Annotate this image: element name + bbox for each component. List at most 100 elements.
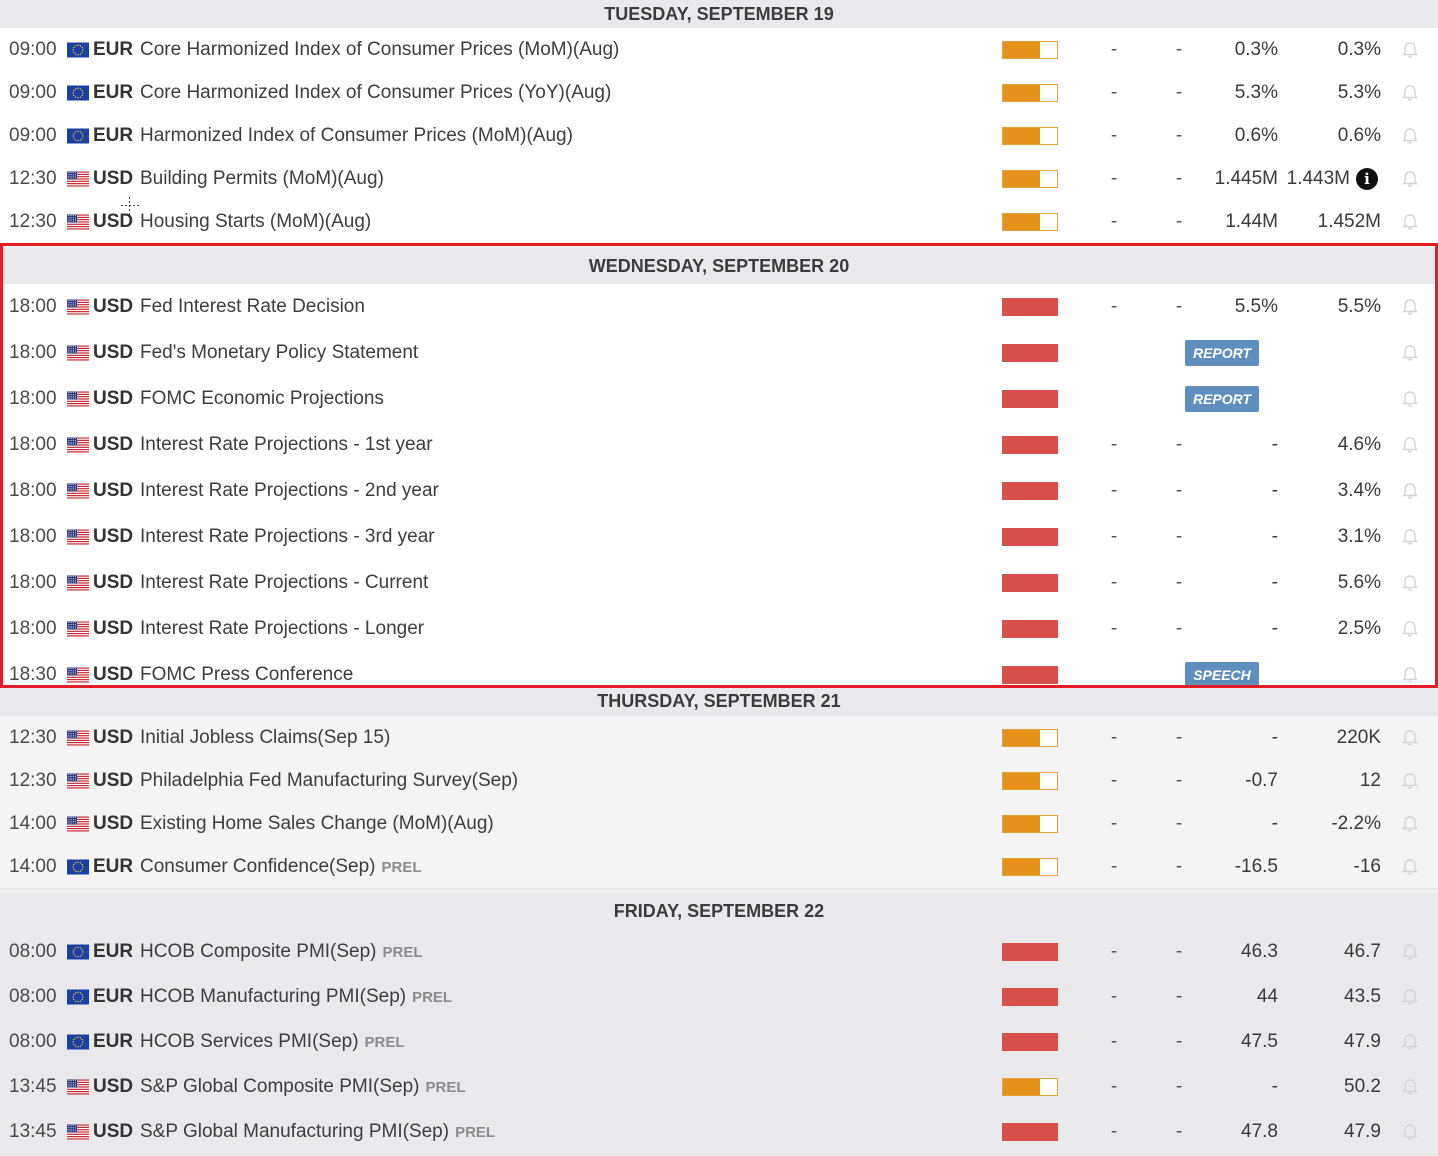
bell-icon[interactable] [1400, 942, 1420, 962]
event-row[interactable]: 14:00 EUR Consumer Confidence(Sep) PREL - - -1… [0, 845, 1438, 889]
event-name-cell[interactable]: Building Permits (MoM)(Aug) [140, 168, 384, 190]
event-row[interactable]: 12:30 USD Building Permits (MoM)(Aug) - - 1.4… [0, 157, 1438, 201]
event-name[interactable]: Housing Starts (MoM)(Aug) [140, 210, 372, 232]
event-time: 18:00 [9, 618, 57, 639]
bell-icon[interactable] [1400, 343, 1420, 363]
bell-icon[interactable] [1400, 527, 1420, 547]
event-name[interactable]: Initial Jobless Claims(Sep 15) [140, 726, 391, 748]
event-name[interactable]: Fed's Monetary Policy Statement [140, 342, 419, 363]
event-name-cell[interactable]: Fed's Monetary Policy Statement [140, 342, 418, 364]
event-row[interactable]: 12:30 USD Initial Jobless Claims(Sep 15) - -… [0, 716, 1438, 760]
event-name-cell[interactable]: Interest Rate Projections - Current [140, 572, 428, 594]
bell-icon[interactable] [1400, 619, 1420, 639]
event-name[interactable]: Existing Home Sales Change (MoM)(Aug) [140, 812, 494, 834]
event-name[interactable]: Interest Rate Projections - 2nd year [140, 480, 439, 501]
event-name-cell[interactable]: S&P Global Manufacturing PMI(Sep) PREL [140, 1121, 495, 1143]
event-name[interactable]: FOMC Press Conference [140, 664, 354, 685]
bell-icon[interactable] [1400, 169, 1420, 189]
event-row[interactable]: 18:00 USD Interest Rate Projections - 3rd … [0, 514, 1438, 561]
consensus-value: 5.3% [1234, 81, 1278, 103]
bell-icon[interactable] [1400, 814, 1420, 834]
event-name-cell[interactable]: Existing Home Sales Change (MoM)(Aug) [140, 813, 494, 835]
event-name[interactable]: Core Harmonized Index of Consumer Prices… [140, 38, 620, 60]
bell-icon[interactable] [1400, 987, 1420, 1007]
event-name[interactable]: HCOB Services PMI(Sep) [140, 1030, 359, 1052]
event-name[interactable]: Harmonized Index of Consumer Prices (MoM… [140, 124, 573, 146]
event-row[interactable]: 08:00 EUR HCOB Manufacturing PMI(Sep) PREL -… [0, 974, 1438, 1020]
event-name-cell[interactable]: FOMC Press Conference [140, 664, 353, 686]
event-name[interactable]: Consumer Confidence(Sep) [140, 855, 376, 877]
event-name-cell[interactable]: Consumer Confidence(Sep) PREL [140, 856, 422, 878]
event-row[interactable]: 09:00 EUR Core Harmonized Index of Consume… [0, 28, 1438, 72]
event-name-cell[interactable]: Core Harmonized Index of Consumer Prices… [140, 39, 619, 61]
event-name-cell[interactable]: Interest Rate Projections - 3rd year [140, 526, 435, 548]
event-name[interactable]: Interest Rate Projections - 3rd year [140, 526, 435, 547]
prel-tag: PREL [364, 1033, 405, 1051]
event-name-cell[interactable]: HCOB Composite PMI(Sep) PREL [140, 941, 423, 963]
bell-icon[interactable] [1400, 665, 1420, 685]
bell-icon[interactable] [1400, 40, 1420, 60]
event-name-cell[interactable]: Philadelphia Fed Manufacturing Survey(Se… [140, 770, 518, 792]
event-name-cell[interactable]: Interest Rate Projections - 2nd year [140, 480, 439, 502]
event-name-cell[interactable]: Interest Rate Projections - Longer [140, 618, 424, 640]
speech-badge-button[interactable]: SPEECH [1185, 662, 1259, 688]
event-row[interactable]: 14:00 USD Existing Home Sales Change (MoM)… [0, 802, 1438, 846]
event-row[interactable]: 12:30 USD Housing Starts (MoM)(Aug) - - 1.44M… [0, 200, 1438, 244]
event-name[interactable]: Core Harmonized Index of Consumer Prices… [140, 81, 612, 103]
info-icon[interactable]: i [1356, 167, 1378, 190]
event-name-cell[interactable]: Initial Jobless Claims(Sep 15) [140, 727, 390, 749]
event-name[interactable]: Fed Interest Rate Decision [140, 296, 365, 317]
event-row[interactable]: 09:00 EUR Harmonized Index of Consumer Pri… [0, 114, 1438, 158]
event-row[interactable]: 18:00 USD FOMC Economic Projections REPORT [0, 376, 1438, 423]
event-name-cell[interactable]: Core Harmonized Index of Consumer Prices… [140, 82, 611, 104]
event-name-cell[interactable]: Interest Rate Projections - 1st year [140, 434, 433, 456]
event-name-cell[interactable]: Harmonized Index of Consumer Prices (MoM… [140, 125, 573, 147]
bell-icon[interactable] [1400, 771, 1420, 791]
event-name[interactable]: Interest Rate Projections - 1st year [140, 434, 433, 455]
event-name[interactable]: FOMC Economic Projections [140, 388, 384, 409]
event-name-cell[interactable]: FOMC Economic Projections [140, 388, 384, 410]
event-name-cell[interactable]: HCOB Services PMI(Sep) PREL [140, 1031, 405, 1053]
report-badge-button[interactable]: REPORT [1185, 340, 1259, 366]
bell-icon[interactable] [1400, 728, 1420, 748]
event-row[interactable]: 12:30 USD Philadelphia Fed Manufacturing S… [0, 759, 1438, 803]
bell-icon[interactable] [1400, 297, 1420, 317]
bell-icon[interactable] [1400, 857, 1420, 877]
event-time: 12:30 [9, 726, 57, 748]
bell-icon[interactable] [1400, 573, 1420, 593]
event-row[interactable]: 08:00 EUR HCOB Composite PMI(Sep) PREL - - 46.… [0, 929, 1438, 975]
bell-icon[interactable] [1400, 389, 1420, 409]
event-row[interactable]: 13:45 USD S&P Global Composite PMI(Sep) PRE… [0, 1064, 1438, 1110]
event-row[interactable]: 18:00 USD Fed Interest Rate Decision - - 5.5%… [0, 284, 1438, 331]
event-name[interactable]: Interest Rate Projections - Longer [140, 618, 425, 639]
event-row[interactable]: 18:00 USD Interest Rate Projections - Long… [0, 606, 1438, 653]
bell-icon[interactable] [1400, 1077, 1420, 1097]
event-name-cell[interactable]: Fed Interest Rate Decision [140, 296, 365, 318]
event-name-cell[interactable]: S&P Global Composite PMI(Sep) PREL [140, 1076, 466, 1098]
event-name-cell[interactable]: Housing Starts (MoM)(Aug) [140, 211, 371, 233]
bell-icon[interactable] [1400, 83, 1420, 103]
event-name[interactable]: Philadelphia Fed Manufacturing Survey(Se… [140, 769, 519, 791]
bell-icon[interactable] [1400, 481, 1420, 501]
bell-icon[interactable] [1400, 1122, 1420, 1142]
event-row[interactable]: 08:00 EUR HCOB Services PMI(Sep) PREL - - 47.5… [0, 1019, 1438, 1065]
event-name[interactable]: HCOB Manufacturing PMI(Sep) [140, 985, 407, 1007]
event-row[interactable]: 18:00 USD Interest Rate Projections - 1st … [0, 422, 1438, 469]
event-name-cell[interactable]: HCOB Manufacturing PMI(Sep) PREL [140, 986, 452, 1008]
event-name[interactable]: S&P Global Composite PMI(Sep) [140, 1075, 420, 1097]
bell-icon[interactable] [1400, 435, 1420, 455]
prel-tag: PREL [455, 1123, 496, 1141]
bell-icon[interactable] [1400, 1032, 1420, 1052]
event-name[interactable]: S&P Global Manufacturing PMI(Sep) [140, 1120, 450, 1142]
report-badge-button[interactable]: REPORT [1185, 386, 1259, 412]
event-row[interactable]: 18:00 USD Interest Rate Projections - Curr… [0, 560, 1438, 607]
event-row[interactable]: 09:00 EUR Core Harmonized Index of Consume… [0, 71, 1438, 115]
event-row[interactable]: 18:00 USD Interest Rate Projections - 2nd … [0, 468, 1438, 515]
event-name[interactable]: HCOB Composite PMI(Sep) [140, 940, 377, 962]
event-row[interactable]: 13:45 USD S&P Global Manufacturing PMI(Sep… [0, 1109, 1438, 1155]
event-row[interactable]: 18:00 USD Fed's Monetary Policy Statement R… [0, 330, 1438, 377]
bell-icon[interactable] [1400, 126, 1420, 146]
event-name[interactable]: Building Permits (MoM)(Aug) [140, 167, 384, 189]
bell-icon[interactable] [1400, 212, 1420, 232]
event-name[interactable]: Interest Rate Projections - Current [140, 572, 429, 593]
